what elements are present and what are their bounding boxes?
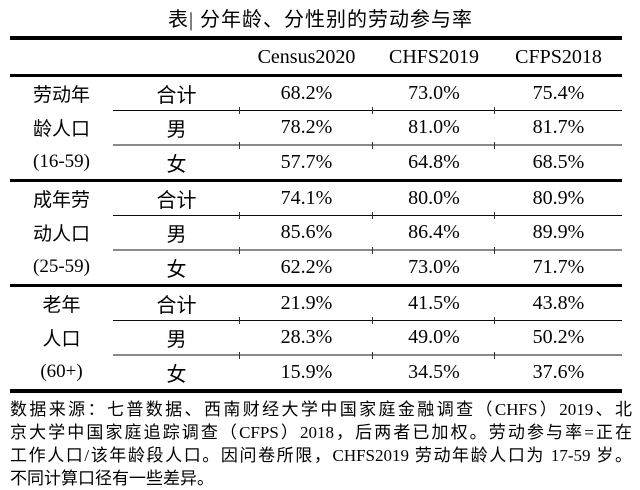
table-header: Census2020 CHFS2019 CFPS2018 xyxy=(10,38,622,76)
group-working-age: 劳动年 合计 68.2% 73.0% 75.4% 龄人口 男 78.2% 81.… xyxy=(10,76,622,181)
value-cell: 37.6% xyxy=(494,353,622,391)
table-row: 老年 合计 21.9% 41.5% 43.8% xyxy=(10,286,622,321)
footnote-line: 不同计算口径有一些差异。 xyxy=(10,469,214,488)
value-cell: 80.9% xyxy=(532,187,585,209)
table-title: 表| 分年龄、分性别的劳动参与率 xyxy=(167,9,473,31)
value-cell: 75.4% xyxy=(532,82,585,104)
category-cell: 男 xyxy=(113,215,240,250)
table-row: 动人口 男 85.6% 86.4% 89.9% xyxy=(10,212,622,250)
value-cell: 89.9% xyxy=(494,212,622,250)
table-row: 龄人口 男 78.2% 81.0% 81.7% xyxy=(10,107,622,145)
footnote-line: 数据来源：七普数据、西南财经大学中国家庭金融调查（CHFS）2019、北 xyxy=(10,400,632,419)
value-cell: 62.2% xyxy=(239,248,373,286)
group-adult-working: 成年劳 合计 74.1% 80.0% 80.9% 动人口 男 85.6% 86.… xyxy=(10,181,622,286)
category-cell: 合计 xyxy=(156,190,197,212)
group-label-line: (16-59) xyxy=(33,151,90,172)
footnote-line: 工作人口/该年龄段人口。因问卷所限，CHFS2019 劳动年龄人口为 17-59… xyxy=(10,446,632,465)
table-row: 劳动年 合计 68.2% 73.0% 75.4% xyxy=(10,76,622,111)
header-empty-group xyxy=(10,38,113,76)
group-label-line: 动人口 xyxy=(32,224,90,246)
group-label-line: (25-59) xyxy=(33,256,90,277)
value-cell: 28.3% xyxy=(239,317,373,355)
value-cell: 15.9% xyxy=(239,353,373,391)
category-cell: 男 xyxy=(113,320,240,355)
table-row: (25-59) 女 62.2% 73.0% 71.7% xyxy=(10,248,622,286)
group-label-line: 龄人口 xyxy=(32,119,90,141)
value-cell: 73.0% xyxy=(372,248,495,286)
table-row: 成年劳 合计 74.1% 80.0% 80.9% xyxy=(10,181,622,216)
category-cell: 女 xyxy=(113,354,240,391)
value-cell: 57.7% xyxy=(239,143,373,181)
value-cell: 68.5% xyxy=(494,143,622,181)
group-elderly: 老年 合计 21.9% 41.5% 43.8% 人口 男 28.3% 49.0%… xyxy=(10,286,622,391)
value-cell: 43.8% xyxy=(532,292,585,314)
value-cell: 86.4% xyxy=(372,212,495,250)
group-label-line: 老年 xyxy=(42,295,81,317)
category-cell: 合计 xyxy=(156,295,197,317)
header-row: Census2020 CHFS2019 CFPS2018 xyxy=(10,38,622,76)
value-cell: 74.1% xyxy=(280,187,333,209)
value-cell: 50.2% xyxy=(494,317,622,355)
column-header-census2020: Census2020 xyxy=(257,45,356,68)
value-cell: 71.7% xyxy=(494,248,622,286)
value-cell: 81.0% xyxy=(372,107,495,145)
column-header-cfps2018: CFPS2018 xyxy=(515,45,602,68)
value-cell: 34.5% xyxy=(372,353,495,391)
value-cell: 41.5% xyxy=(408,292,460,314)
category-cell: 合计 xyxy=(156,85,197,107)
table-footnote: 数据来源：七普数据、西南财经大学中国家庭金融调查（CHFS）2019、北 京大学… xyxy=(10,398,632,490)
group-label-line: 劳动年 xyxy=(32,85,90,107)
table-row: (60+) 女 15.9% 34.5% 37.6% xyxy=(10,353,622,391)
value-cell: 73.0% xyxy=(408,82,460,104)
table-row: (16-59) 女 57.7% 64.8% 68.5% xyxy=(10,143,622,181)
value-cell: 64.8% xyxy=(372,143,495,181)
table-row: 人口 男 28.3% 49.0% 50.2% xyxy=(10,317,622,355)
value-cell: 21.9% xyxy=(280,292,333,314)
group-label-line: (60+) xyxy=(40,361,83,382)
value-cell: 85.6% xyxy=(239,212,373,250)
footnote-line: 京大学中国家庭追踪调查（CFPS）2018，后两者已加权。劳动参与率=正在 xyxy=(10,423,632,442)
value-cell: 80.0% xyxy=(408,187,460,209)
value-cell: 68.2% xyxy=(280,82,333,104)
value-cell: 78.2% xyxy=(239,107,373,145)
value-cell: 49.0% xyxy=(372,317,495,355)
column-header-chfs2019: CHFS2019 xyxy=(388,45,480,68)
category-cell: 女 xyxy=(113,249,240,286)
category-cell: 男 xyxy=(113,110,240,145)
category-cell: 女 xyxy=(113,144,240,181)
group-label-line: 人口 xyxy=(42,329,81,351)
labor-participation-table: Census2020 CHFS2019 CFPS2018 劳动年 合计 68.2… xyxy=(10,36,622,393)
value-cell: 81.7% xyxy=(494,107,622,145)
header-empty-category xyxy=(113,38,240,76)
group-label-line: 成年劳 xyxy=(32,190,90,212)
